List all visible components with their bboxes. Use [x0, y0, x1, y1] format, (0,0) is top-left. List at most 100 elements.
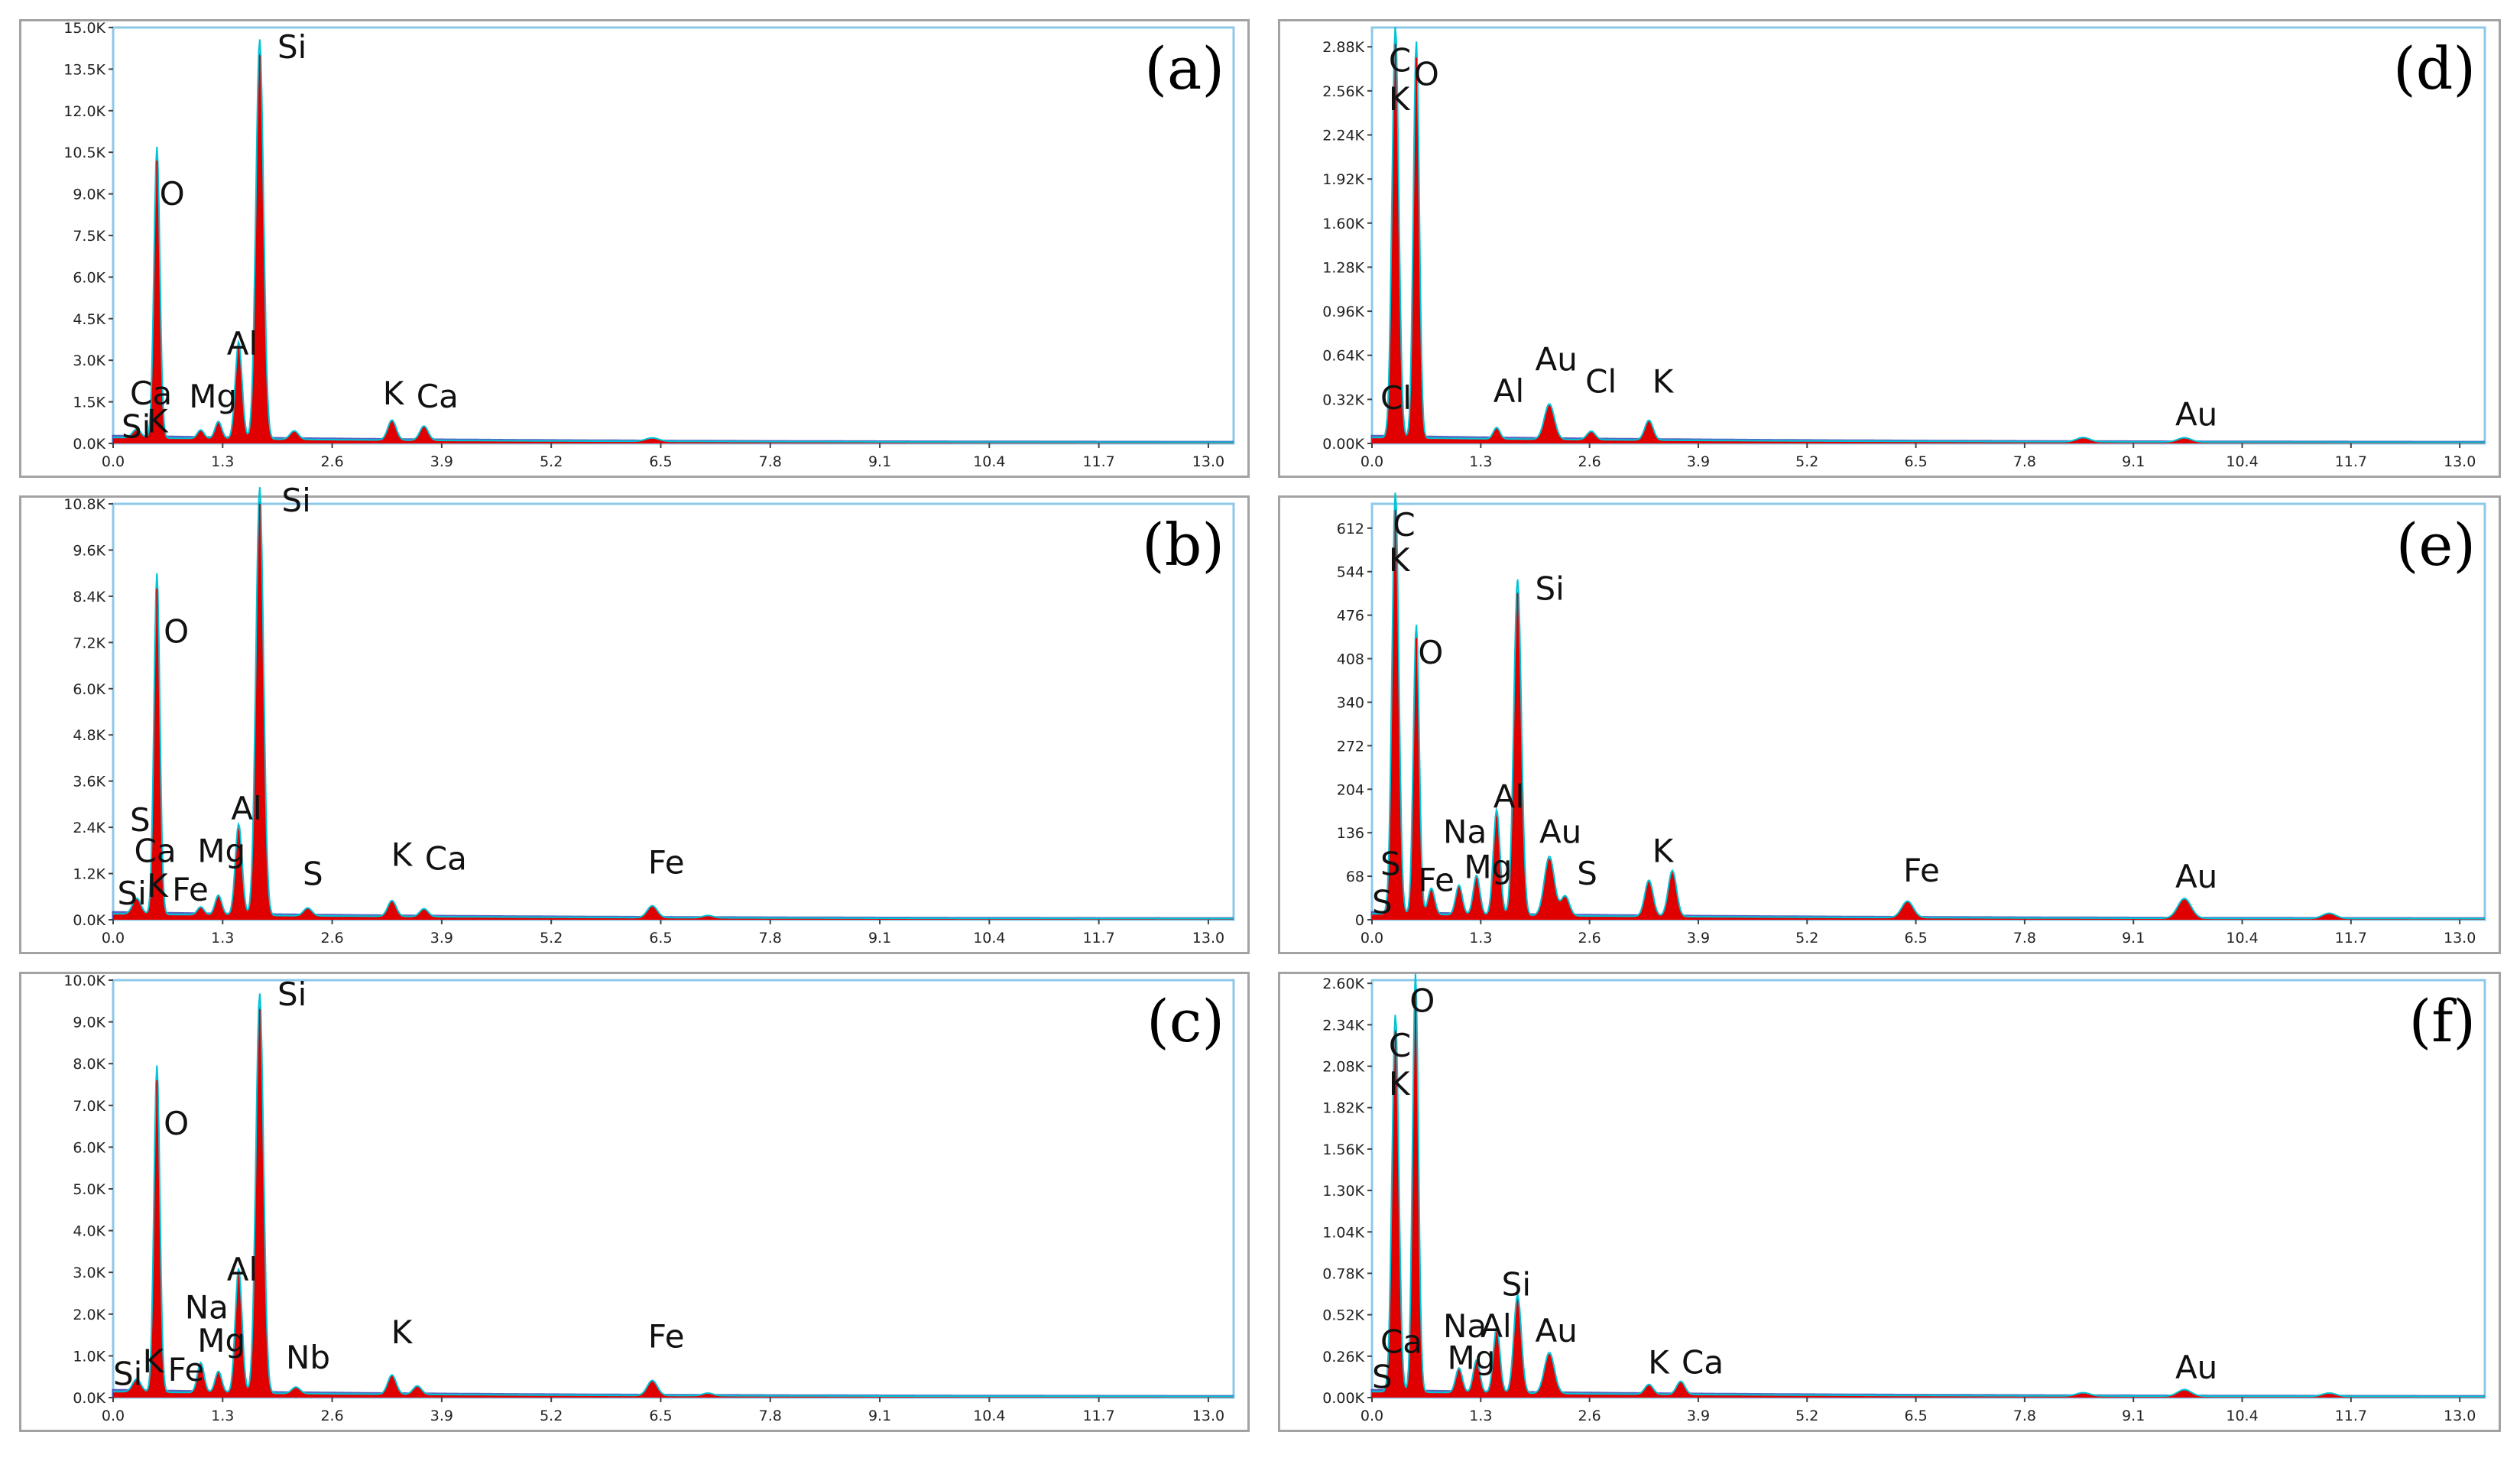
plot-area — [112, 979, 1235, 1399]
spectrum-chart: 0.0 1.3 2.6 3.9 5.2 6.5 7.8 9.1 10.4 11.7 13.0 0.0K… — [63, 973, 1235, 1424]
x-tick-label: 2.6 — [320, 1408, 343, 1424]
element-label: S — [1380, 845, 1401, 882]
y-tick-label: 7.5K — [73, 228, 105, 245]
element-label: K — [1389, 1065, 1411, 1102]
element-label: Si — [113, 1356, 142, 1393]
panel-label: (e) — [2396, 511, 2476, 579]
x-tick-label: 0.0 — [1361, 453, 1383, 470]
y-tick-label: 15.0K — [63, 20, 105, 37]
y-tick-label: 13.5K — [63, 61, 105, 78]
y-tick-label: 1.30K — [1322, 1183, 1364, 1200]
x-tick-label: 11.7 — [1082, 1408, 1114, 1424]
y-tick-label: 1.60K — [1322, 216, 1364, 232]
y-tick-label: 10.8K — [63, 496, 105, 513]
x-tick-label: 11.7 — [2335, 930, 2367, 947]
y-tick-label: 10.5K — [63, 145, 105, 161]
element-label: S — [1577, 855, 1597, 892]
element-label: S — [130, 801, 151, 839]
element-label: Si — [118, 875, 147, 912]
plot-area — [112, 502, 1235, 921]
element-label: Al — [1481, 1307, 1511, 1345]
panel-label: (c) — [1146, 987, 1224, 1055]
element-label: Au — [2175, 1349, 2217, 1386]
y-tick-label: 7.0K — [73, 1098, 105, 1115]
x-tick-label: 13.0 — [2444, 930, 2476, 947]
y-tick-label: 9.0K — [73, 187, 105, 203]
x-tick-label: 7.8 — [759, 1408, 782, 1424]
x-tick-label: 3.9 — [1687, 453, 1710, 470]
plot-area — [1370, 26, 2486, 445]
y-tick-label: 6.0K — [73, 681, 105, 698]
y-tick-label: 2.0K — [73, 1307, 105, 1323]
plot-area — [1370, 979, 2486, 1399]
x-tick-label: 2.6 — [1578, 1408, 1601, 1424]
x-tick-label: 9.1 — [2122, 930, 2145, 947]
y-tick-label: 0.0K — [73, 1390, 105, 1407]
element-label: Au — [2175, 858, 2217, 895]
spectrum-chart: 0.0 1.3 2.6 3.9 5.2 6.5 7.8 9.1 10.4 11.7 13.0 0 68 1… — [1337, 492, 2486, 947]
x-tick-label: 10.4 — [2226, 930, 2258, 947]
element-label: Au — [1535, 341, 1577, 378]
y-tick-label: 1.82K — [1322, 1100, 1364, 1117]
y-tick-label: 476 — [1337, 608, 1364, 625]
element-label: Fe — [1903, 852, 1940, 889]
x-tick-label: 1.3 — [211, 930, 234, 947]
y-tick-label: 12.0K — [63, 103, 105, 120]
element-label: Ca — [417, 378, 459, 415]
element-label: Ca — [135, 832, 177, 869]
y-tick-label: 4.0K — [73, 1223, 105, 1240]
panel-b: 0.0 1.3 2.6 3.9 5.2 6.5 7.8 9.1 10.4 11.7 13.0 0.0K… — [19, 482, 1250, 954]
element-label: Al — [1494, 778, 1524, 816]
y-tick-label: 9.0K — [73, 1015, 105, 1031]
element-label: K — [1652, 833, 1675, 870]
x-tick-label: 1.3 — [1469, 930, 1492, 947]
x-tick-label: 5.2 — [1795, 1408, 1818, 1424]
y-tick-label: 0.0K — [73, 436, 105, 453]
spectrum-chart: 0.0 1.3 2.6 3.9 5.2 6.5 7.8 9.1 10.4 11.7 13.0 0.0K… — [63, 482, 1235, 947]
y-tick-label: 1.0K — [73, 1348, 105, 1365]
element-label: Mg — [197, 1322, 245, 1359]
x-tick-label: 10.4 — [973, 453, 1005, 470]
x-tick-label: 11.7 — [2335, 1408, 2367, 1424]
y-tick-label: 2.56K — [1322, 83, 1364, 100]
x-tick-label: 6.5 — [1904, 453, 1927, 470]
y-tick-label: 2.88K — [1322, 39, 1364, 56]
y-tick-label: 0.32K — [1322, 391, 1364, 408]
x-tick-label: 6.5 — [649, 930, 672, 947]
x-tick-label: 1.3 — [211, 453, 234, 470]
spectrum-outline — [113, 993, 1234, 1398]
element-label: O — [1418, 634, 1443, 671]
panel-label: (a) — [1144, 34, 1224, 102]
y-tick-label: 4.8K — [73, 727, 105, 744]
element-label: K — [1389, 80, 1411, 118]
x-tick-label: 0.0 — [1361, 1408, 1383, 1424]
y-tick-label: 68 — [1346, 869, 1364, 885]
y-tick-label: 2.60K — [1322, 976, 1364, 992]
y-tick-label: 7.2K — [73, 635, 105, 651]
x-tick-label: 10.4 — [973, 930, 1005, 947]
element-label: Fe — [1418, 861, 1455, 898]
x-tick-label: 3.9 — [430, 930, 453, 947]
y-tick-label: 0.96K — [1322, 304, 1364, 320]
element-label: Au — [1535, 1312, 1577, 1349]
element-label: K — [147, 402, 169, 440]
element-label: Fe — [648, 844, 685, 882]
x-tick-label: 5.2 — [1795, 930, 1818, 947]
x-tick-label: 3.9 — [430, 453, 453, 470]
y-tick-label: 136 — [1337, 825, 1364, 842]
y-tick-label: 6.0K — [73, 1139, 105, 1156]
y-tick-label: 0.00K — [1322, 436, 1364, 453]
x-tick-label: 7.8 — [2013, 453, 2036, 470]
y-tick-label: 4.5K — [73, 311, 105, 328]
x-tick-label: 0.0 — [1361, 930, 1383, 947]
plot-area — [112, 26, 1235, 445]
x-tick-label: 9.1 — [2122, 1408, 2145, 1424]
element-label: S — [1372, 884, 1393, 921]
y-tick-label: 0.0K — [73, 912, 105, 929]
element-label: O — [1409, 982, 1435, 1020]
x-tick-label: 1.3 — [211, 1408, 234, 1424]
y-tick-label: 8.0K — [73, 1056, 105, 1073]
element-label: Mg — [1464, 849, 1512, 886]
spectrum-outline — [113, 487, 1234, 920]
x-tick-label: 0.0 — [102, 930, 125, 947]
